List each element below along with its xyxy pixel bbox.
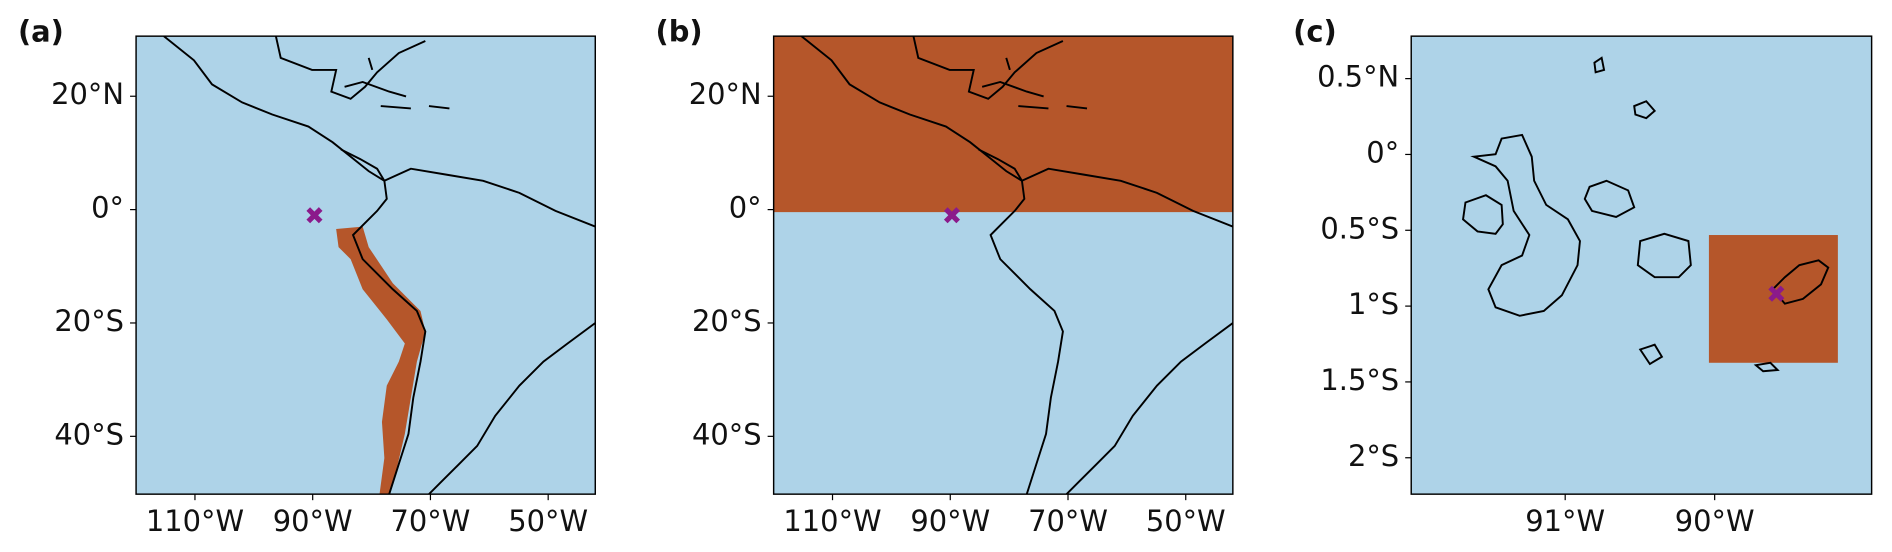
marker: ✖ bbox=[942, 202, 962, 230]
region bbox=[336, 226, 426, 495]
y-tick-label: 20°N bbox=[51, 77, 124, 111]
y-tick-label: 1.5°S bbox=[1320, 363, 1399, 397]
x-tick-label: 90°W bbox=[273, 504, 353, 538]
y-tick-label: 20°N bbox=[689, 77, 762, 111]
panel-label: (b) bbox=[656, 15, 703, 49]
y-tick-label: 20°S bbox=[54, 304, 124, 338]
y-tick-label: 20°S bbox=[692, 304, 762, 338]
frame bbox=[1410, 35, 1873, 495]
x-tick-label: 110°W bbox=[146, 504, 244, 538]
y-tick-label: 2°S bbox=[1348, 439, 1399, 473]
y-tick-label: 0° bbox=[91, 191, 124, 225]
x-tick-label: 90°W bbox=[1675, 504, 1755, 538]
x-tick-label: 70°W bbox=[391, 504, 471, 538]
y-tick-label: 0° bbox=[1366, 135, 1399, 169]
y-tick-label: 40°S bbox=[692, 417, 762, 451]
frame bbox=[135, 35, 596, 495]
panel-label: (c) bbox=[1293, 15, 1337, 49]
y-tick-label: 0° bbox=[729, 191, 762, 225]
x-tick-label: 91°W bbox=[1525, 504, 1605, 538]
y-tick-label: 40°S bbox=[54, 417, 124, 451]
frame bbox=[772, 35, 1234, 495]
marker: ✖ bbox=[304, 202, 324, 230]
region bbox=[773, 36, 1233, 213]
x-tick-label: 50°W bbox=[508, 504, 588, 538]
panel-label: (a) bbox=[18, 15, 64, 49]
y-tick-label: 0.5°S bbox=[1320, 211, 1399, 245]
islands bbox=[1462, 56, 1830, 373]
y-tick-label: 1°S bbox=[1348, 287, 1399, 321]
region bbox=[1708, 235, 1838, 363]
y-tick-label: 0.5°N bbox=[1317, 60, 1399, 94]
panel-a: ✖ bbox=[135, 35, 596, 495]
x-tick-label: 90°W bbox=[910, 504, 990, 538]
x-tick-label: 70°W bbox=[1028, 504, 1108, 538]
panel-b: ✖ bbox=[772, 35, 1234, 495]
x-tick-label: 50°W bbox=[1146, 504, 1226, 538]
x-tick-label: 110°W bbox=[783, 504, 881, 538]
panel-c: ✖ bbox=[1410, 35, 1873, 495]
marker: ✖ bbox=[1766, 280, 1786, 308]
